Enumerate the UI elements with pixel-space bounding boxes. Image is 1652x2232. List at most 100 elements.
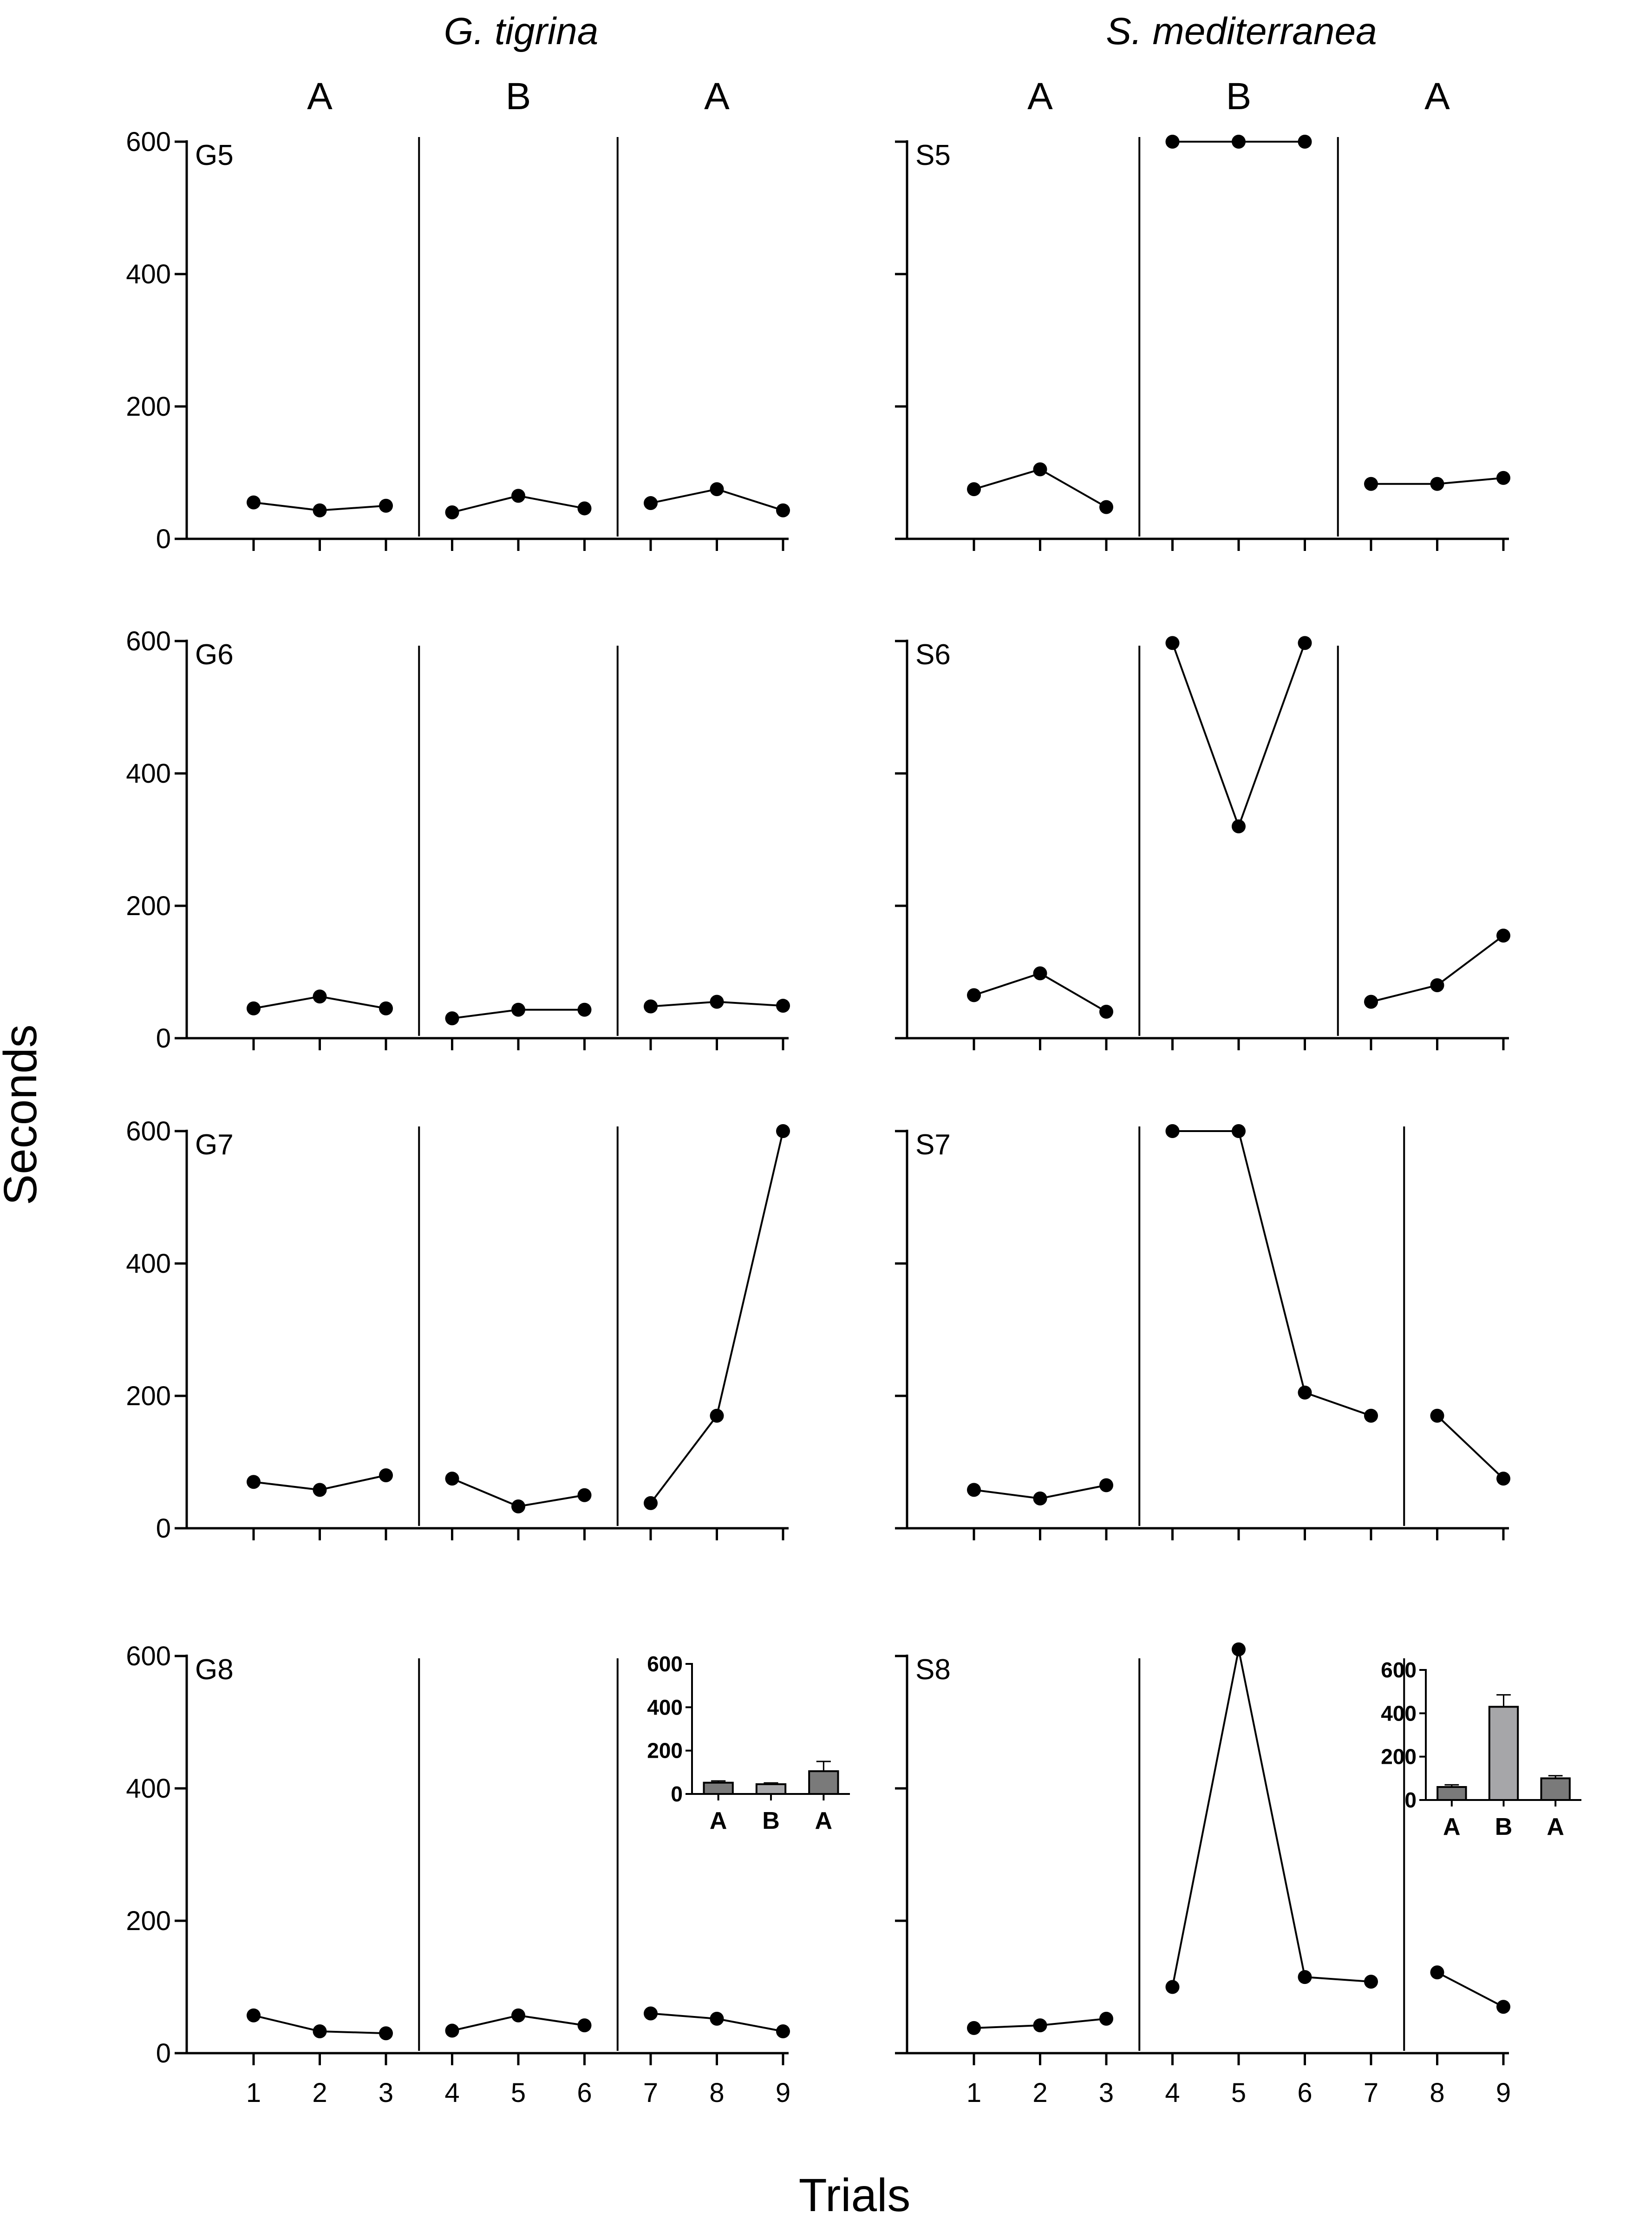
series-segment: [253, 501, 320, 511]
series-segment: [518, 1494, 585, 1507]
data-point: [577, 1488, 592, 1502]
series-segment: [716, 488, 784, 511]
series-segment: [1437, 477, 1504, 485]
x-tick-label: 1: [246, 2078, 261, 2108]
data-point: [1430, 978, 1444, 992]
inset-bar: [1540, 1777, 1571, 1801]
panel-g5: 0 200 400 600 G5: [126, 127, 790, 554]
data-point: [379, 498, 393, 513]
panel-label: G6: [195, 639, 234, 671]
x-tick-label: 4: [1165, 2078, 1180, 2108]
series-segment: [1238, 642, 1306, 827]
x-axis-title: Trials: [799, 2169, 911, 2221]
series-segment: [717, 1001, 784, 1007]
data-point: [776, 503, 790, 517]
data-point: [511, 2008, 525, 2023]
series-segment: [650, 1001, 717, 1008]
species-title: G. tigrina: [444, 10, 599, 52]
panel-label: G7: [195, 1129, 234, 1161]
data-point: [1430, 1965, 1444, 1980]
x-tick-label: 6: [577, 2078, 592, 2108]
data-point: [1496, 471, 1510, 485]
panel-label: S6: [915, 639, 951, 671]
data-point: [1298, 1385, 1312, 1400]
data-point: [1496, 929, 1510, 943]
data-point: [1099, 1005, 1113, 1019]
y-tick-label: 0: [156, 524, 171, 554]
inset-bar: [703, 1781, 734, 1795]
x-tick-label: 6: [1297, 2078, 1312, 2108]
data-point: [379, 1468, 393, 1482]
x-tick-label: 2: [1032, 2078, 1047, 2108]
data-point: [577, 501, 592, 516]
data-point: [967, 2021, 981, 2035]
data-point: [1364, 1975, 1378, 1989]
y-tick-label: 200: [126, 392, 171, 422]
inset-y-tick-label: 600: [1381, 1658, 1417, 1682]
data-point: [710, 2011, 724, 2026]
data-point: [445, 1011, 459, 1026]
data-point: [1232, 135, 1246, 149]
y-tick-label: 200: [126, 1906, 171, 1936]
panel-label: G5: [195, 139, 234, 171]
series-segment: [518, 2014, 585, 2027]
data-point: [1364, 477, 1378, 491]
series-segment: [1305, 1976, 1371, 1983]
data-point: [644, 1496, 658, 1510]
panel-s7: S7: [895, 1124, 1510, 1540]
data-point: [1430, 477, 1444, 491]
series-segment: [650, 2012, 717, 2020]
data-point: [1232, 819, 1246, 833]
species-title: S. mediterranea: [1106, 10, 1377, 52]
data-point: [644, 496, 658, 511]
inset-y-tick-label: 200: [1381, 1745, 1417, 1769]
data-point: [247, 1475, 261, 1489]
data-point: [1165, 135, 1180, 149]
inset-y-tick-label: 0: [671, 1782, 683, 1806]
inset-bar: [1437, 1786, 1467, 1801]
y-tick-label: 400: [126, 259, 171, 289]
y-tick-label: 0: [156, 1513, 171, 1544]
series-segment: [253, 2014, 320, 2032]
inset-y-tick-label: 400: [1381, 1701, 1417, 1725]
data-point: [776, 1124, 790, 1138]
inset-bar-chart: 0 200 400 600 A B A: [647, 1652, 850, 1834]
y-tick-label: 0: [156, 1023, 171, 1054]
series-segment: [452, 1008, 519, 1020]
phase-label: B: [1226, 75, 1252, 118]
inset-y-tick-label: 400: [647, 1695, 683, 1719]
y-tick-label: 600: [126, 626, 171, 656]
data-point: [1165, 636, 1180, 650]
data-point: [967, 482, 981, 497]
x-tick-label: 3: [379, 2078, 393, 2108]
y-tick-label: 600: [126, 127, 171, 157]
data-point: [1033, 2018, 1047, 2033]
data-point: [1364, 1408, 1378, 1423]
panel-label: S8: [915, 1654, 951, 1686]
phase-label: B: [506, 75, 531, 118]
data-point: [313, 1483, 327, 1497]
series-segment: [320, 995, 386, 1009]
y-tick-label: 400: [126, 1774, 171, 1804]
data-point: [511, 1002, 525, 1017]
series-segment: [973, 972, 1041, 996]
series-segment: [253, 1481, 320, 1491]
inset-bar-chart: 0 200 400 600 A B A: [1381, 1658, 1581, 1840]
data-point: [247, 495, 261, 510]
data-point: [967, 988, 981, 1002]
data-point: [445, 2023, 459, 2038]
data-point: [247, 2008, 261, 2023]
series-segment: [320, 2030, 386, 2035]
series-segment: [1039, 468, 1107, 508]
data-point: [710, 482, 724, 497]
data-point: [313, 2024, 327, 2038]
series-segment: [1304, 1391, 1371, 1417]
series-segment: [1437, 935, 1504, 986]
series-segment: [253, 995, 320, 1009]
series-segment: [717, 2017, 784, 2032]
data-point: [577, 1002, 592, 1017]
series-segment: [518, 495, 585, 510]
y-tick-label: 600: [126, 1116, 171, 1146]
